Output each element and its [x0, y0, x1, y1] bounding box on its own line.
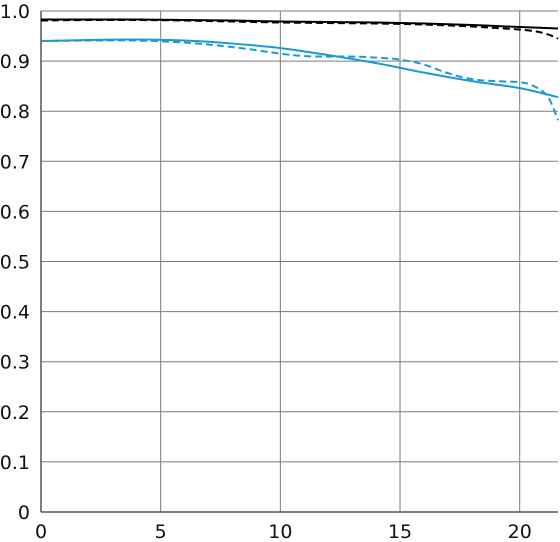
y-tick-label: 0.7 — [0, 151, 30, 173]
y-tick-label: 0.3 — [0, 352, 30, 374]
x-tick-label: 5 — [155, 521, 167, 542]
x-tick-labels: 0 5 10 15 20 — [35, 521, 532, 542]
y-tick-label: 0.2 — [0, 402, 30, 424]
y-tick-label: 0.9 — [0, 51, 30, 73]
x-tick-label: 10 — [268, 521, 292, 542]
y-tick-label: 0.5 — [0, 252, 30, 274]
series-line-2 — [40, 18, 559, 40]
y-tick-labels: 0 0.1 0.2 0.3 0.4 0.5 0.6 0.7 0.8 0.9 1.0 — [0, 1, 30, 524]
y-tick-label: 0.1 — [0, 452, 30, 474]
grid — [40, 10, 558, 513]
y-tick-label: 0.6 — [0, 201, 30, 223]
y-tick-label: 0 — [18, 502, 30, 524]
x-tick-label: 20 — [508, 521, 532, 542]
series-group — [40, 18, 559, 121]
y-tick-label: 1.0 — [0, 1, 30, 23]
x-tick-label: 0 — [35, 521, 47, 542]
x-tick-label: 15 — [388, 521, 412, 542]
series-line-4 — [40, 39, 559, 121]
y-tick-label: 0.4 — [0, 302, 30, 324]
y-tick-label: 0.8 — [0, 101, 30, 123]
